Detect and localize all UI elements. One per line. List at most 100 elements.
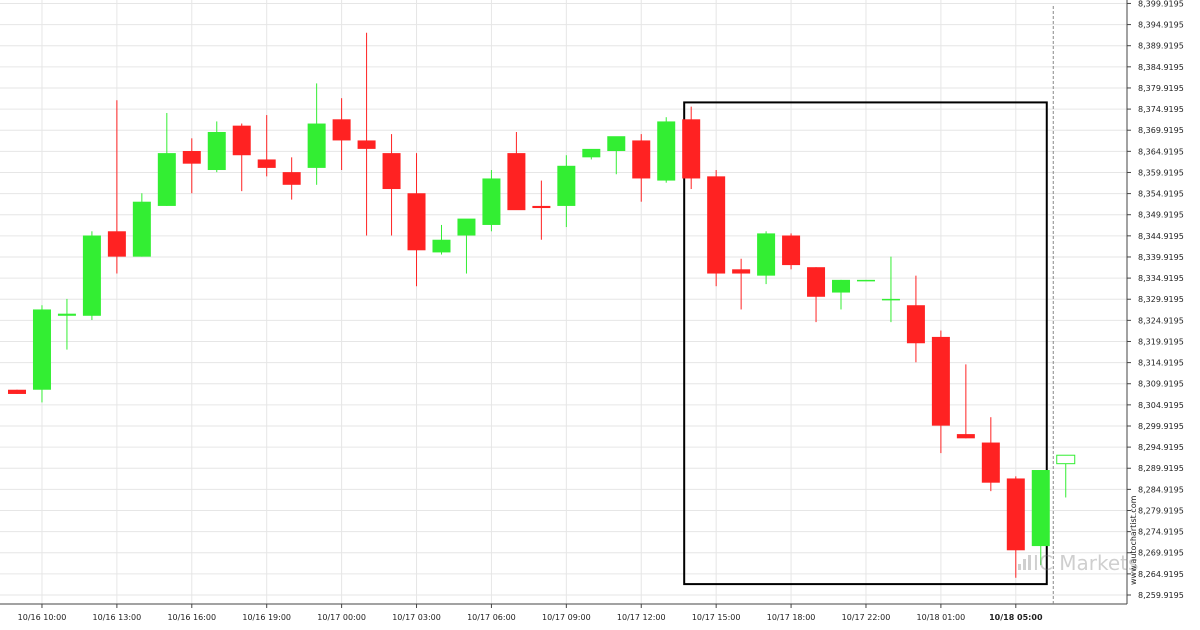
y-tick-label: 8,399.9195 <box>1138 0 1184 8</box>
candle <box>1006 476 1025 578</box>
candle <box>432 224 451 255</box>
x-tick-label: 10/17 06:00 <box>467 613 516 622</box>
y-tick-label: 8,384.9195 <box>1138 63 1184 72</box>
y-tick-label: 8,324.9195 <box>1138 316 1184 325</box>
y-tick-label: 8,259.9195 <box>1138 591 1184 600</box>
y-tick-label: 8,264.9195 <box>1138 570 1184 579</box>
candle <box>632 134 651 202</box>
candle-body <box>1006 478 1025 551</box>
candle <box>307 83 326 185</box>
candle <box>207 121 226 173</box>
y-tick-label: 8,374.9195 <box>1138 105 1184 114</box>
y-tick-label: 8,284.9195 <box>1138 485 1184 494</box>
candle-body <box>307 123 326 168</box>
gridlines <box>0 0 1127 604</box>
candle <box>832 279 851 310</box>
candle-body <box>856 279 875 282</box>
x-tick-label: 10/16 13:00 <box>93 613 142 622</box>
candle-body <box>282 172 301 185</box>
candle-body <box>956 434 975 439</box>
brand-watermark-text: IC Markets <box>1033 551 1138 575</box>
candle <box>57 298 76 350</box>
candle-body <box>757 233 776 276</box>
candle-body <box>332 119 351 141</box>
y-tick-label: 8,369.9195 <box>1138 126 1184 135</box>
candle <box>132 193 151 257</box>
y-tick-label: 8,349.9195 <box>1138 211 1184 220</box>
candle-body <box>532 205 551 209</box>
candle-body <box>582 148 601 158</box>
x-tick-label: 10/16 10:00 <box>18 613 67 622</box>
pattern-box <box>683 101 1048 586</box>
candle <box>1056 454 1076 498</box>
candle <box>582 148 601 160</box>
candle-body <box>632 140 651 179</box>
candle <box>881 256 900 323</box>
y-tick-label: 8,389.9195 <box>1138 42 1184 51</box>
candle <box>607 136 626 175</box>
x-tick-label: 10/17 15:00 <box>692 613 741 622</box>
y-tick-label: 8,344.9195 <box>1138 232 1184 241</box>
candle <box>981 417 1000 492</box>
candle-body <box>82 235 101 316</box>
candle <box>757 231 776 285</box>
y-tick-label: 8,319.9195 <box>1138 337 1184 346</box>
y-tick-label: 8,289.9195 <box>1138 464 1184 473</box>
candle <box>532 180 551 240</box>
x-tick-label: 10/17 00:00 <box>317 613 366 622</box>
candle <box>232 123 251 192</box>
candle-body <box>732 269 751 274</box>
candle <box>8 389 26 394</box>
candle <box>557 155 576 228</box>
candle <box>856 279 875 282</box>
candle <box>906 275 925 363</box>
candle <box>1031 470 1050 566</box>
x-axis: 10/16 10:00 10/16 13:00 10/16 16:00 10/16 1… <box>0 603 1127 622</box>
y-tick-label: 8,359.9195 <box>1138 168 1184 177</box>
candle-body <box>407 193 426 251</box>
candle-body <box>482 178 501 225</box>
candle <box>282 157 301 200</box>
candle-body <box>557 165 576 206</box>
candle <box>157 112 176 206</box>
candle <box>257 115 276 177</box>
candle <box>107 100 126 274</box>
y-tick-label: 8,334.9195 <box>1138 274 1184 283</box>
candle-body <box>1031 470 1050 547</box>
candle-body <box>432 239 451 253</box>
y-tick-label: 8,294.9195 <box>1138 443 1184 452</box>
candle-body <box>357 140 376 149</box>
y-tick-label: 8,304.9195 <box>1138 401 1184 410</box>
candle <box>682 106 701 190</box>
candle <box>382 134 401 236</box>
candle-body <box>507 153 526 211</box>
candle <box>782 233 801 270</box>
candle-body <box>57 313 76 316</box>
x-tick-label: 10/16 16:00 <box>167 613 216 622</box>
y-tick-label: 8,339.9195 <box>1138 253 1184 262</box>
y-tick-label: 8,354.9195 <box>1138 190 1184 199</box>
x-tick-label: 10/17 18:00 <box>767 613 816 622</box>
candle-body <box>257 159 276 168</box>
candle-body <box>157 153 176 206</box>
candle-body <box>881 298 900 301</box>
candle-body <box>707 176 726 274</box>
candle <box>931 330 950 454</box>
y-tick-label: 8,309.9195 <box>1138 380 1184 389</box>
candle-body <box>32 309 51 390</box>
y-tick-label: 8,274.9195 <box>1138 528 1184 537</box>
candle <box>707 170 726 287</box>
pattern-highlight <box>683 6 1054 604</box>
candle <box>657 117 676 183</box>
candle <box>956 364 975 439</box>
side-watermark-text: www.autochartist.com <box>1129 495 1138 585</box>
candle <box>357 32 376 236</box>
x-tick-label: 10/18 01:00 <box>917 613 966 622</box>
candle <box>82 231 101 321</box>
candle <box>182 138 201 194</box>
candle-body <box>682 119 701 179</box>
candle-body <box>207 131 226 171</box>
y-tick-label: 8,299.9195 <box>1138 422 1184 431</box>
candle-body <box>657 121 676 181</box>
